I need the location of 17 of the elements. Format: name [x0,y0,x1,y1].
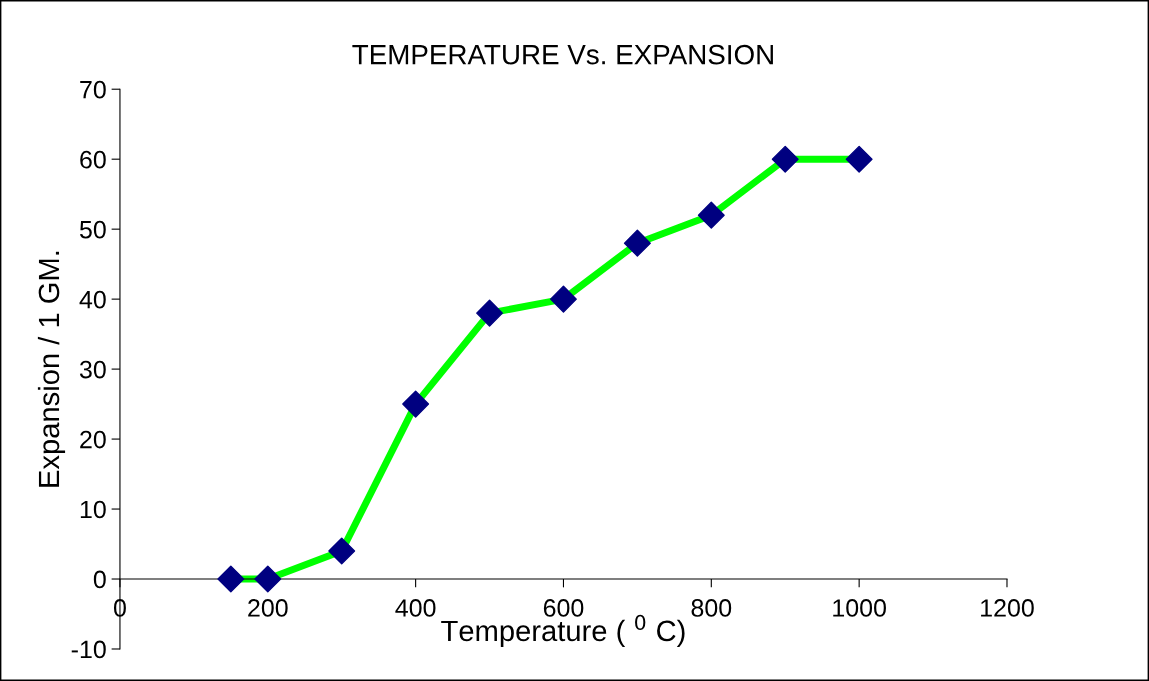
x-tick-label: 800 [691,599,732,617]
y-tick-label: 50 [79,220,106,239]
x-tick-label: 1000 [833,599,886,617]
y-tick-label: 70 [80,80,106,99]
chart-title: TEMPERATURE Vs. EXPANSION [352,44,773,65]
x-tick-label: 1200 [981,599,1034,617]
y-tick-label: 40 [79,290,106,309]
y-tick-label: -10 [71,640,106,659]
x-tick-label: 200 [248,599,288,617]
y-tick-label: 30 [79,360,106,379]
y-tick-label: 60 [80,150,106,169]
y-axis-title: Expansion / 1 GM. [37,251,66,487]
y-tick-label: 20 [80,430,106,449]
point [254,565,282,593]
y-tick-label: 0 [93,570,106,589]
x-tick-label: 400 [395,599,436,617]
y-tick-label: 10 [80,500,106,519]
